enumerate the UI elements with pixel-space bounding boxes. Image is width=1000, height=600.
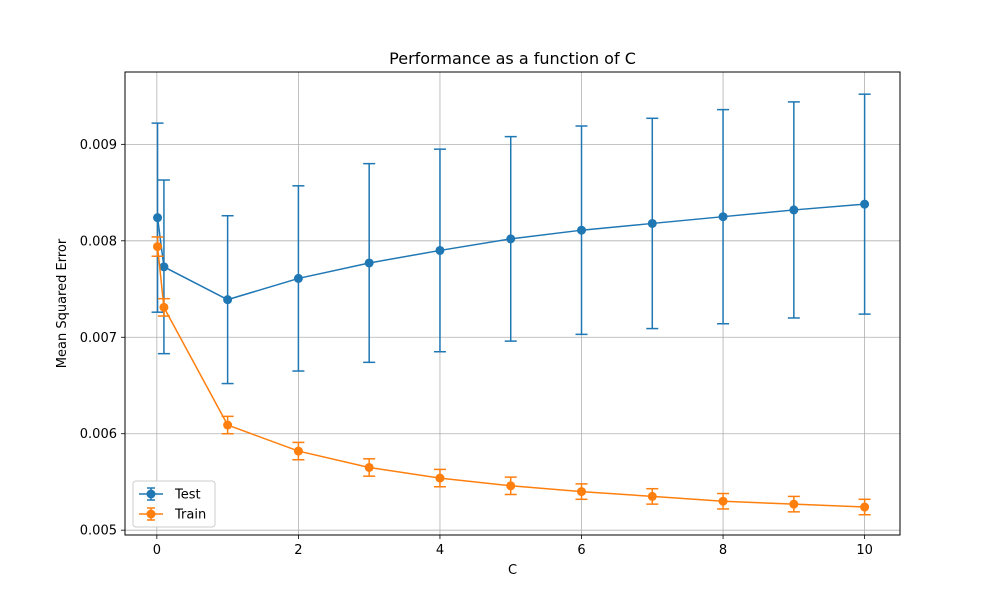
y-tick-label: 0.005 [80, 524, 117, 539]
legend: Test Train [132, 480, 216, 528]
data-point [153, 213, 163, 223]
legend-label-train: Train [174, 508, 206, 523]
data-point [293, 273, 303, 283]
legend-swatch-marker [146, 509, 156, 519]
data-point [223, 295, 233, 305]
data-point [506, 481, 516, 491]
legend-label-test: Test [174, 488, 201, 503]
data-point [293, 446, 303, 456]
data-point [223, 420, 233, 430]
x-tick-label: 10 [856, 543, 873, 558]
data-point [435, 245, 445, 255]
series-test [151, 93, 871, 385]
data-point [577, 487, 587, 497]
chart-title: Performance as a function of C [389, 49, 636, 68]
y-tick-label: 0.007 [80, 331, 117, 346]
legend-swatch-marker [146, 489, 156, 499]
data-point [647, 491, 657, 501]
series-line [156, 203, 865, 301]
x-tick-label: 8 [719, 543, 727, 558]
x-axis-label: C [508, 563, 517, 578]
data-point [789, 205, 799, 215]
axes-frame [124, 71, 901, 536]
data-point [435, 473, 445, 483]
data-point [159, 302, 169, 312]
data-point [718, 496, 728, 506]
y-tick-label: 0.008 [80, 234, 117, 249]
series-train [151, 236, 871, 516]
data-point [153, 242, 163, 252]
data-point [506, 234, 516, 244]
data-point [789, 499, 799, 509]
series-line [156, 246, 865, 508]
data-point [860, 502, 870, 512]
data-point [364, 258, 374, 268]
x-tick-label: 4 [436, 543, 444, 558]
data-point [718, 212, 728, 222]
x-tick-label: 6 [577, 543, 585, 558]
data-point [860, 199, 870, 209]
y-axis-label: Mean Squared Error [55, 238, 70, 368]
y-tick-label: 0.006 [80, 427, 117, 442]
ticks: 0 2 4 6 8 10 0.005 0.006 0.007 0.008 0.009 [80, 138, 873, 558]
data-point [647, 218, 657, 228]
data-point [364, 462, 374, 472]
y-tick-label: 0.009 [80, 138, 117, 153]
data-point [159, 262, 169, 272]
series-layer [151, 93, 871, 516]
data-point [577, 225, 587, 235]
x-tick-label: 2 [294, 543, 302, 558]
x-tick-label: 0 [153, 543, 161, 558]
